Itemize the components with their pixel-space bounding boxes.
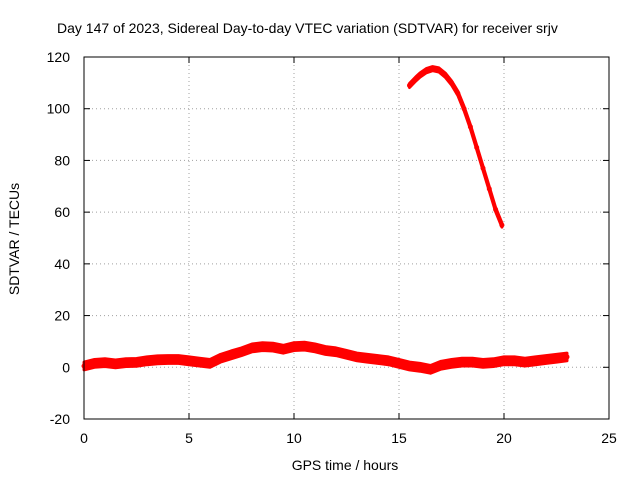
- data-point: [491, 360, 496, 366]
- data-point: [470, 359, 475, 365]
- data-point: [417, 72, 423, 78]
- data-point: [260, 344, 265, 350]
- data-point: [430, 66, 436, 72]
- x-tick-label: 20: [496, 430, 512, 446]
- data-point: [543, 357, 549, 363]
- data-point: [197, 359, 202, 365]
- data-point: [423, 68, 429, 74]
- plot-frame: [83, 56, 610, 420]
- data-point: [512, 358, 517, 364]
- data-point: [554, 355, 559, 361]
- y-tick-label: 100: [47, 101, 71, 117]
- data-point: [92, 360, 97, 366]
- data-point: [207, 360, 213, 366]
- data-point: [474, 145, 480, 150]
- data-point: [480, 165, 486, 171]
- data-point: [407, 82, 412, 88]
- series-band-2: [408, 65, 504, 229]
- data-point: [499, 222, 505, 228]
- data-point: [239, 349, 244, 355]
- data-point: [144, 358, 150, 364]
- data-point: [165, 357, 171, 363]
- data-point: [270, 344, 276, 350]
- data-point: [155, 357, 160, 363]
- data-point: [312, 345, 318, 351]
- data-point: [407, 363, 412, 369]
- data-point: [386, 358, 391, 364]
- y-tick-label: 0: [62, 359, 70, 375]
- data-point: [113, 361, 118, 367]
- data-point: [218, 355, 223, 361]
- y-tick-label: -20: [50, 411, 70, 427]
- data-point: [102, 360, 108, 366]
- data-point: [522, 359, 528, 365]
- data-point: [354, 354, 360, 360]
- data-point: [417, 364, 423, 370]
- data-point: [333, 349, 339, 355]
- data-point: [249, 345, 255, 351]
- x-tick-label: 15: [391, 430, 407, 446]
- data-point: [396, 360, 402, 366]
- data-point: [375, 357, 381, 363]
- y-tick-label: 20: [54, 308, 70, 324]
- data-point: [344, 351, 349, 357]
- data-point: [323, 347, 328, 353]
- data-point: [134, 359, 139, 365]
- x-tick-label: 5: [185, 430, 193, 446]
- data-point: [486, 186, 492, 192]
- data-point: [302, 343, 307, 349]
- data-point: [228, 352, 234, 358]
- data-point: [413, 76, 419, 82]
- data-point: [501, 358, 507, 364]
- data-point: [176, 357, 181, 363]
- data-point: [365, 355, 370, 361]
- data-point: [459, 359, 465, 365]
- data-point: [291, 344, 297, 350]
- data-point: [455, 90, 461, 96]
- x-tick-label: 0: [80, 430, 88, 446]
- data-point: [438, 362, 444, 368]
- series-band-1: [82, 340, 569, 375]
- data-point: [533, 358, 538, 364]
- data-point: [449, 80, 454, 86]
- data-point: [186, 358, 192, 364]
- x-tick-label: 10: [286, 430, 302, 446]
- y-tick-label: 80: [54, 152, 70, 168]
- y-axis-title: SDTVAR / TECUs: [6, 183, 22, 295]
- y-tick-label: 60: [54, 204, 70, 220]
- data-point: [493, 207, 499, 213]
- data-point: [564, 354, 570, 360]
- chart-title: Day 147 of 2023, Sidereal Day-to-day VTE…: [57, 20, 558, 36]
- y-tick-label: 40: [54, 256, 70, 272]
- data-point: [442, 72, 448, 78]
- grid-layer: [84, 57, 609, 419]
- data-point: [467, 124, 473, 130]
- data-point: [281, 346, 286, 352]
- data-point: [480, 360, 486, 366]
- data-point: [461, 106, 467, 112]
- data-point: [123, 360, 129, 366]
- x-axis-title: GPS time / hours: [292, 457, 399, 473]
- x-tick-label: 25: [601, 430, 617, 446]
- data-point: [428, 366, 433, 372]
- data-point: [436, 67, 442, 73]
- series-layer: [81, 65, 570, 375]
- y-tick-label: 120: [47, 49, 71, 65]
- data-point: [449, 360, 454, 366]
